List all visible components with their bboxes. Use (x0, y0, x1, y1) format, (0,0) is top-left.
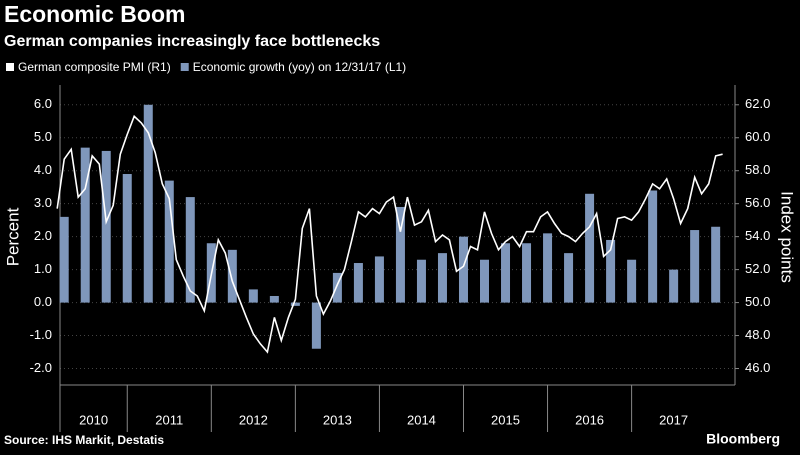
y-axis-title: Percent (3, 207, 22, 266)
y2-axis-title: Index points (778, 191, 797, 283)
y-tick-label: 0.0 (34, 294, 52, 309)
y-tick-label: 6.0 (34, 96, 52, 111)
bar (353, 263, 363, 303)
x-tick-label: 2011 (155, 412, 183, 427)
bar (480, 259, 490, 303)
y2-tick-label: 50.0 (745, 294, 770, 309)
y2-tick-label: 58.0 (745, 162, 770, 177)
y2-tick-label: 46.0 (745, 360, 770, 375)
y-tick-label: -2.0 (30, 360, 52, 375)
bar (395, 206, 405, 303)
bar (185, 197, 195, 303)
bar (248, 289, 258, 303)
x-tick-label: 2010 (79, 412, 108, 427)
credit: Bloomberg (706, 431, 780, 447)
source: Source: IHS Markit, Destatis (4, 433, 164, 447)
bar (59, 216, 69, 303)
y-tick-label: 1.0 (34, 261, 52, 276)
x-tick-label: 2017 (659, 412, 688, 427)
bar (669, 269, 679, 303)
y-tick-label: 3.0 (34, 195, 52, 210)
bar (564, 253, 574, 303)
bar (606, 239, 616, 303)
legend-label: Economic growth (yoy) on 12/31/17 (L1) (193, 60, 406, 74)
bar (80, 147, 90, 303)
y-tick-label: -1.0 (30, 327, 52, 342)
bar (522, 243, 532, 303)
bar (290, 302, 300, 306)
y-tick-label: 5.0 (34, 129, 52, 144)
legend-label: German composite PMI (R1) (18, 60, 171, 74)
y2-tick-label: 54.0 (745, 228, 770, 243)
bar (374, 256, 384, 303)
y2-tick-label: 52.0 (745, 261, 770, 276)
legend-swatch (6, 63, 14, 71)
y2-tick-label: 60.0 (745, 129, 770, 144)
bar (269, 295, 279, 303)
y-tick-label: 2.0 (34, 228, 52, 243)
bar (227, 249, 237, 303)
chart-title: Economic Boom (4, 1, 185, 27)
bar (164, 180, 174, 303)
x-tick-label: 2015 (491, 412, 520, 427)
y-tick-label: 4.0 (34, 162, 52, 177)
bar (437, 253, 447, 303)
bar (416, 259, 426, 303)
legend-swatch (180, 63, 189, 71)
y2-tick-label: 48.0 (745, 327, 770, 342)
bar (501, 243, 511, 303)
bar (690, 230, 700, 303)
y2-tick-label: 56.0 (745, 195, 770, 210)
x-tick-label: 2016 (575, 412, 604, 427)
chart-subtitle: German companies increasingly face bottl… (4, 33, 380, 50)
x-tick-label: 2012 (239, 412, 268, 427)
x-tick-label: 2014 (407, 412, 436, 427)
bar (627, 259, 637, 303)
bar (458, 236, 468, 303)
bar (101, 150, 111, 303)
bar (648, 190, 658, 303)
y2-tick-label: 62.0 (745, 96, 770, 111)
bar (711, 226, 721, 303)
x-tick-label: 2013 (323, 412, 352, 427)
bar (332, 272, 342, 303)
bar (311, 302, 321, 349)
bar (585, 193, 595, 303)
bar (543, 233, 553, 303)
bar (122, 174, 132, 303)
bar (143, 104, 153, 303)
line (56, 114, 723, 354)
